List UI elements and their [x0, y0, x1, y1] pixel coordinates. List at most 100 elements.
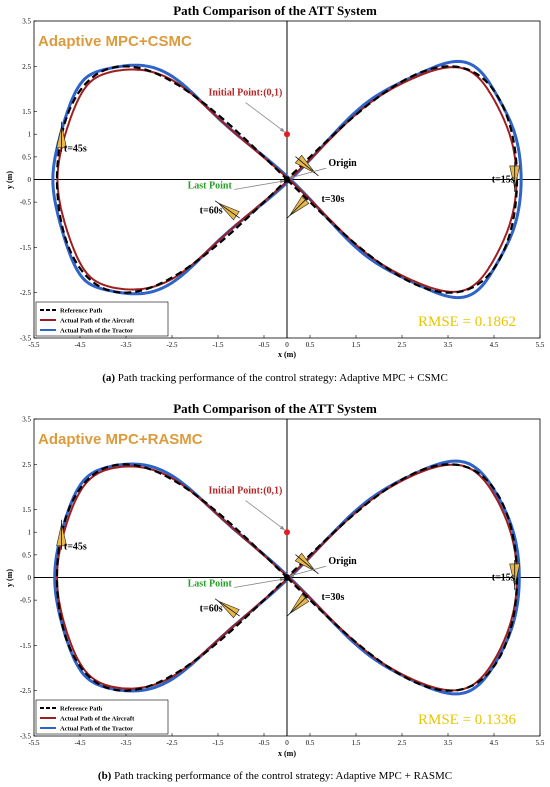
legend: Reference Path Actual Path of the Aircraf… — [35, 699, 169, 735]
x-tick-label: 5.5 — [536, 341, 545, 349]
initial-point-arrow-head — [279, 525, 285, 530]
initial-point-label: Initial Point:(0,1) — [209, 486, 283, 497]
y-axis-label: y (m) — [5, 171, 14, 189]
t60-label: t=60s — [200, 205, 223, 216]
tractor-markers — [56, 121, 521, 221]
y-tick-label: -1.5 — [20, 642, 32, 650]
y-axis-label: y (m) — [5, 569, 14, 587]
y-tick-label: 0 — [28, 574, 32, 582]
last-point-arrow-head — [279, 577, 285, 582]
x-tick-label: 0 — [285, 739, 289, 747]
tractor-wedge — [294, 552, 319, 575]
origin-label: Origin — [328, 158, 357, 169]
x-tick-label: -1.5 — [212, 739, 224, 747]
y-tick-label: -0.5 — [20, 597, 32, 605]
x-tick-label: -1.5 — [212, 341, 224, 349]
tractor-wedge — [286, 593, 310, 617]
t30-label: t=30s — [322, 592, 345, 603]
tractor-wedge — [294, 154, 319, 177]
origin-marker — [283, 176, 291, 183]
y-tick-label: -3.5 — [20, 733, 32, 741]
caption-label: (a) — [102, 372, 115, 384]
method-label: Adaptive MPC+CSMC — [38, 33, 192, 50]
caption-text: Path tracking performance of the control… — [111, 770, 452, 782]
x-tick-label: 2.5 — [398, 341, 407, 349]
series-group — [53, 459, 521, 696]
t30-label: t=30s — [322, 194, 345, 205]
origin-marker — [283, 574, 291, 581]
rmse-label: RMSE = 0.1336 — [418, 712, 517, 728]
x-axis-ticks: -5.5 -4.5 -3.5 -2.5 -1.5 -0.5 0 0.5 1.5 2.5 3.5 4.5… — [28, 335, 545, 349]
x-tick-label: 4.5 — [490, 739, 499, 747]
legend-entry: Reference Path — [60, 705, 103, 712]
x-tick-label: 2.5 — [398, 739, 407, 747]
initial-point-arrow-head — [279, 127, 285, 132]
y-axis-ticks: 3.5 2.5 1.5 1 0.5 0 -0.5 -1.5 -2.5 -3.5 — [20, 416, 37, 741]
tractor-wedge — [56, 121, 67, 152]
tractor-wedge — [56, 519, 67, 550]
last-point-arrow — [234, 180, 285, 190]
rmse-label: RMSE = 0.1862 — [418, 314, 516, 330]
caption: (b) Path tracking performance of the con… — [98, 770, 452, 782]
panel-b: Path Comparison of the ATT System -5.5 -4… — [5, 401, 545, 782]
annotations: Initial Point:(0,1) Origin Last Point t=15s… — [64, 88, 515, 217]
y-tick-label: -3.5 — [20, 335, 32, 343]
tractor-wedge — [286, 195, 310, 219]
y-tick-label: -1.5 — [20, 244, 32, 252]
panel-a: Path Comparison of the ATT System -5.5 -4… — [5, 3, 545, 384]
last-point-arrow-head — [279, 179, 285, 184]
tractor-wedge — [509, 559, 521, 590]
y-tick-label: 1 — [28, 131, 32, 139]
legend-entry: Actual Path of the Tractor — [60, 327, 133, 334]
t45-label: t=45s — [64, 143, 87, 154]
origin-arrow-head — [289, 573, 295, 577]
x-axis-ticks: -5.5 -4.5 -3.5 -2.5 -1.5 -0.5 0 0.5 1.5 2.5 3.5 4.5… — [28, 733, 545, 747]
y-tick-label: 0.5 — [22, 551, 31, 559]
x-tick-label: -4.5 — [74, 739, 86, 747]
x-tick-label: -4.5 — [74, 341, 86, 349]
legend-box — [35, 699, 169, 735]
x-tick-label: 1.5 — [352, 739, 361, 747]
x-tick-label: -3.5 — [120, 341, 132, 349]
initial-point-marker — [284, 529, 290, 536]
x-tick-label: 0.5 — [306, 739, 315, 747]
t45-label: t=45s — [64, 541, 87, 552]
x-tick-label: 0.5 — [306, 341, 315, 349]
last-point-arrow — [234, 578, 285, 588]
t60-label: t=60s — [200, 603, 223, 614]
y-tick-label: -2.5 — [20, 289, 32, 297]
y-tick-label: -0.5 — [20, 199, 32, 207]
tractor-markers — [56, 519, 521, 619]
x-tick-label: -3.5 — [120, 739, 132, 747]
x-axis-label: x (m) — [278, 749, 296, 758]
x-tick-label: 1.5 — [352, 341, 361, 349]
x-tick-label: -2.5 — [166, 739, 178, 747]
tractor-wedge — [214, 200, 240, 221]
initial-point-label: Initial Point:(0,1) — [209, 88, 283, 99]
initial-point-arrow — [245, 102, 285, 133]
chart-title: Path Comparison of the ATT System — [173, 3, 377, 18]
origin-arrow-head — [289, 175, 295, 179]
x-tick-label: -2.5 — [166, 341, 178, 349]
t15-label: t=15s — [492, 175, 515, 186]
series-group — [51, 59, 523, 300]
x-tick-label: -5.5 — [28, 739, 40, 747]
legend-entry: Actual Path of the Aircraft — [60, 715, 135, 722]
tractor-wedge — [214, 598, 240, 619]
origin-label: Origin — [328, 556, 357, 567]
x-tick-label: -0.5 — [258, 739, 270, 747]
y-tick-label: 1.5 — [22, 108, 31, 116]
y-tick-label: 1 — [28, 529, 32, 537]
y-tick-label: 2.5 — [22, 63, 31, 71]
y-tick-label: 0.5 — [22, 153, 31, 161]
caption-text: Path tracking performance of the control… — [115, 372, 448, 384]
origin-arrow — [289, 167, 327, 179]
y-tick-label: 3.5 — [22, 416, 31, 424]
x-tick-label: 3.5 — [444, 739, 453, 747]
chart-title: Path Comparison of the ATT System — [173, 401, 377, 416]
y-tick-label: 3.5 — [22, 18, 31, 26]
legend-entry: Actual Path of the Tractor — [60, 725, 133, 732]
x-tick-label: -0.5 — [258, 341, 270, 349]
legend-box — [35, 301, 169, 337]
